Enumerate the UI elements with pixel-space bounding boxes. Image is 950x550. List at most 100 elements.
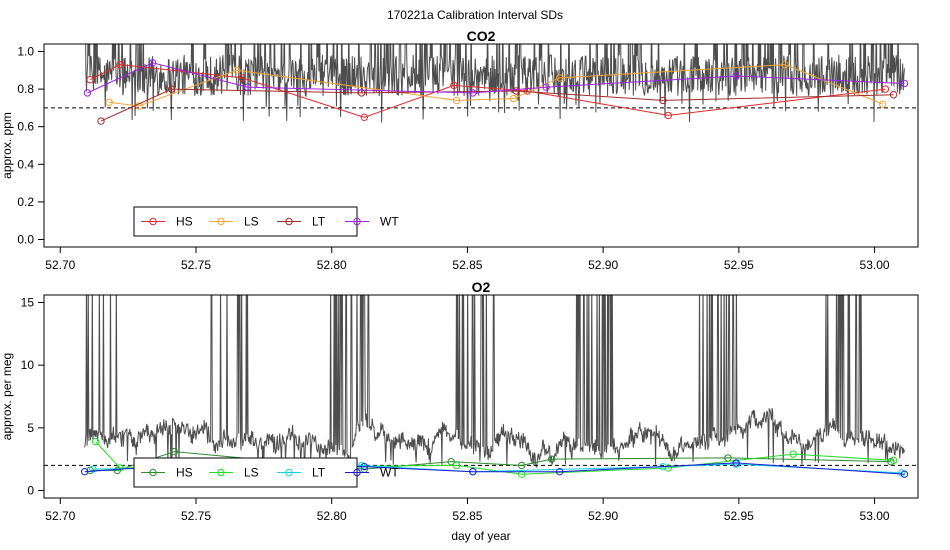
co2-series-ls-point xyxy=(452,96,461,105)
co2-legend-hs-marker xyxy=(149,217,157,226)
co2-plot-area xyxy=(44,44,918,125)
o2-series-ls-point xyxy=(789,450,797,458)
co2-series-wt-point xyxy=(542,83,550,91)
co2-legend-ls-label: LS xyxy=(244,215,259,229)
o2-plot-area xyxy=(44,295,918,478)
co2-series-wt-point xyxy=(243,83,252,91)
o2-legend-ls-label: LS xyxy=(244,466,259,480)
o2-series-wt-point xyxy=(732,459,740,467)
co2-series-ls-line xyxy=(109,64,883,107)
co2-y-axis-label: approx. ppm xyxy=(0,112,14,179)
co2-y-tick-label: 0.0 xyxy=(17,232,34,246)
co2-series-ls-point xyxy=(556,74,564,82)
co2-series-ls-point xyxy=(105,98,113,106)
co2-series-lt-point xyxy=(97,117,105,125)
co2-series-wt-line xyxy=(87,62,905,94)
o2-series-ls-line xyxy=(95,441,894,475)
co2-legend-hs-label: HS xyxy=(176,215,193,229)
o2-legend-box xyxy=(133,457,358,488)
o2-series-ls-point xyxy=(518,470,526,478)
o2-y-tick-label: 15 xyxy=(21,296,35,310)
o2-panel: O2 approx. per meg day of year 52.70 52.75 52… xyxy=(0,279,919,543)
o2-series-wt-point xyxy=(360,462,368,471)
co2-y-tick-label: 0.4 xyxy=(17,157,34,171)
co2-series-hs-point xyxy=(664,111,672,120)
o2-series-ls-point xyxy=(664,464,672,472)
o2-x-axis-label: day of year xyxy=(451,529,510,543)
co2-y-tick-label: 0.2 xyxy=(17,195,34,209)
o2-x-tick-label: 52.95 xyxy=(724,509,754,523)
co2-series-hs-point xyxy=(881,85,890,93)
co2-x-tick-label: 52.80 xyxy=(317,258,347,272)
o2-legend-wt-marker xyxy=(353,468,361,477)
o2-series-hs-point xyxy=(518,461,526,470)
co2-legend-wt-marker xyxy=(353,217,361,226)
co2-series-lt-point xyxy=(512,87,520,95)
co2-series-hs-line xyxy=(89,64,886,118)
co2-series-ls-point xyxy=(509,94,518,103)
co2-legend-wt-label: WT xyxy=(380,215,399,229)
o2-x-tick-label: 52.85 xyxy=(452,509,482,523)
co2-series-lt-point xyxy=(167,85,176,93)
o2-y-tick-label: 0 xyxy=(27,483,34,497)
co2-series-hs-point xyxy=(360,113,368,122)
o2-series-hs-point xyxy=(447,457,455,466)
o2-y-tick-label: 10 xyxy=(21,358,35,372)
o2-x-tick-label: 52.75 xyxy=(181,509,211,523)
co2-legend-lt-label: LT xyxy=(312,215,326,229)
o2-y-axis-label: approx. per meg xyxy=(0,353,14,440)
co2-legend-box xyxy=(133,206,358,237)
o2-series-hs-point xyxy=(547,455,556,463)
co2-series-hs-point xyxy=(238,74,246,82)
o2-background-trace xyxy=(84,295,905,468)
o2-series-wt-point xyxy=(900,470,909,478)
o2-series-wt-point xyxy=(81,467,89,476)
co2-series-ls-point xyxy=(879,100,887,108)
co2-series-hs-point xyxy=(116,60,124,69)
co2-panel: CO2 approx. ppm 52.70 52.75 52.80 52.85 52.90 5… xyxy=(0,28,919,272)
co2-y-tick-label: 1.0 xyxy=(17,45,34,59)
figure-title: 170221a Calibration Interval SDs xyxy=(387,8,563,22)
co2-x-tick-label: 53.00 xyxy=(860,258,890,272)
co2-series-hs-point xyxy=(86,76,94,84)
co2-series-lt-point xyxy=(889,91,898,99)
o2-series-wt-point xyxy=(556,467,564,476)
co2-legend: HS LS LT WT xyxy=(133,206,399,237)
co2-series-wt-point xyxy=(900,79,909,88)
co2-legend-ls-marker xyxy=(217,217,225,226)
co2-x-tick-label: 52.90 xyxy=(588,258,618,272)
o2-legend-hs-label: HS xyxy=(176,466,193,480)
o2-x-tick-label: 52.70 xyxy=(45,509,75,523)
o2-x-tick-label: 53.00 xyxy=(860,509,890,523)
co2-series-ls-point xyxy=(781,60,789,69)
o2-legend-hs-marker xyxy=(149,468,157,477)
o2-series-wt-point xyxy=(469,467,477,476)
co2-y-tick-label: 0.8 xyxy=(17,82,34,96)
o2-legend-wt-label: WT xyxy=(380,466,399,480)
co2-series-ls-point xyxy=(233,66,241,75)
o2-series-ls-point xyxy=(452,461,461,470)
o2-plot-frame xyxy=(43,294,919,499)
co2-series-wt-point xyxy=(469,89,477,97)
co2-series-hs-point xyxy=(450,81,458,90)
o2-series-ls-point xyxy=(91,437,100,446)
o2-series-hs-point xyxy=(170,447,178,456)
co2-series-wt-point xyxy=(732,72,740,80)
co2-legend-lt-marker xyxy=(285,217,293,226)
o2-series-lt-point xyxy=(89,465,97,473)
o2-legend-ls-marker xyxy=(217,468,225,477)
co2-series-wt-point xyxy=(83,89,92,97)
o2-x-tick-label: 52.80 xyxy=(317,509,347,523)
co2-x-tick-label: 52.85 xyxy=(452,258,482,272)
o2-x-tick-label: 52.90 xyxy=(588,509,618,523)
o2-legend-lt-marker xyxy=(285,468,293,477)
o2-series-ls-point xyxy=(116,464,124,472)
co2-x-tick-label: 52.70 xyxy=(45,258,75,272)
co2-x-tick-label: 52.75 xyxy=(181,258,211,272)
co2-series-lt-point xyxy=(659,96,667,105)
co2-y-tick-label: 0.6 xyxy=(17,120,34,134)
co2-background-trace xyxy=(85,44,905,123)
co2-plot-frame xyxy=(43,43,919,248)
o2-legend-lt-label: LT xyxy=(312,466,326,480)
